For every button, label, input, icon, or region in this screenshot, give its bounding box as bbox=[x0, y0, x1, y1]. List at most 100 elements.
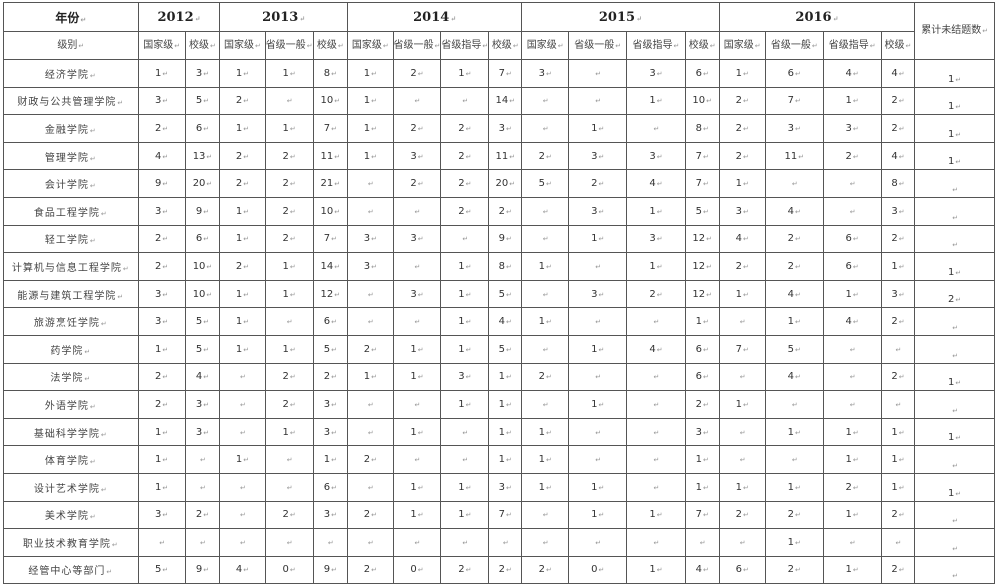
table-row: 职业技术教育学院 1 bbox=[3, 528, 995, 557]
count-cell: 1 bbox=[137, 445, 186, 474]
count-cell bbox=[264, 307, 314, 336]
count-cell: 1 bbox=[718, 472, 766, 502]
count-cell: 1 bbox=[264, 279, 314, 309]
cumulative-cell bbox=[914, 307, 995, 336]
count-cell: 5 bbox=[184, 307, 221, 336]
count-cell bbox=[137, 528, 186, 557]
college-name: 金融学院 bbox=[3, 114, 139, 143]
count-cell: 1 bbox=[822, 555, 882, 584]
count-cell: 1 bbox=[264, 114, 314, 143]
count-cell: 1 bbox=[347, 114, 394, 143]
count-cell: 2 bbox=[880, 555, 916, 584]
count-cell bbox=[521, 224, 570, 254]
count-cell: 2 bbox=[137, 362, 186, 392]
count-cell: 7 bbox=[718, 334, 766, 364]
count-cell: 2 bbox=[312, 362, 349, 392]
count-cell: 2 bbox=[264, 141, 314, 171]
count-cell: 1 bbox=[440, 334, 490, 364]
count-cell: 1 bbox=[219, 114, 266, 143]
count-cell bbox=[219, 500, 266, 530]
count-cell: 2 bbox=[347, 445, 394, 474]
count-cell: 6 bbox=[684, 59, 720, 88]
count-cell: 6 bbox=[684, 334, 720, 364]
count-cell: 2 bbox=[264, 500, 314, 530]
count-cell: 4 bbox=[626, 169, 686, 198]
count-cell: 1 bbox=[264, 334, 314, 364]
count-cell bbox=[392, 445, 442, 474]
count-cell: 2 bbox=[880, 362, 916, 392]
count-cell: 0 bbox=[264, 555, 314, 584]
count-cell: 1 bbox=[822, 86, 882, 116]
count-cell bbox=[264, 86, 314, 116]
count-cell bbox=[347, 169, 394, 198]
count-cell: 14 bbox=[312, 252, 349, 281]
count-cell: 1 bbox=[219, 59, 266, 88]
count-cell bbox=[880, 528, 916, 557]
count-cell bbox=[568, 417, 628, 447]
count-cell: 3 bbox=[347, 224, 394, 254]
count-cell: 1 bbox=[764, 472, 824, 502]
count-cell bbox=[440, 528, 490, 557]
level-header: 国家级 bbox=[718, 31, 766, 60]
count-cell: 5 bbox=[488, 334, 523, 364]
count-cell: 2 bbox=[440, 196, 490, 226]
count-cell: 12 bbox=[684, 252, 720, 281]
count-cell: 1 bbox=[347, 59, 394, 88]
count-cell: 1 bbox=[440, 500, 490, 530]
count-cell: 2 bbox=[440, 555, 490, 584]
count-cell: 1 bbox=[312, 445, 349, 474]
count-cell bbox=[219, 528, 266, 557]
table-row: 设计艺术学院1611311111211 bbox=[3, 472, 995, 502]
year-header-row: 年份 20122013201420152016累计未结题数 bbox=[3, 2, 995, 60]
count-cell: 1 bbox=[347, 141, 394, 171]
count-cell: 1 bbox=[626, 252, 686, 281]
count-cell: 4 bbox=[880, 59, 916, 88]
count-cell: 1 bbox=[822, 279, 882, 309]
count-cell: 3 bbox=[137, 500, 186, 530]
count-cell: 3 bbox=[392, 224, 442, 254]
count-cell: 1 bbox=[440, 472, 490, 502]
count-cell: 1 bbox=[822, 500, 882, 530]
count-cell: 1 bbox=[392, 334, 442, 364]
count-cell: 6 bbox=[822, 224, 882, 254]
level-header: 校级 bbox=[488, 31, 523, 60]
count-cell: 6 bbox=[184, 224, 221, 254]
count-cell bbox=[347, 528, 394, 557]
count-cell bbox=[822, 528, 882, 557]
count-cell: 1 bbox=[521, 445, 570, 474]
level-header: 省级一般 bbox=[764, 31, 824, 60]
table-row: 食品工程学院39121022315343 bbox=[3, 196, 995, 226]
count-cell bbox=[521, 196, 570, 226]
college-name: 美术学院 bbox=[3, 500, 139, 530]
count-cell bbox=[219, 362, 266, 392]
project-statistics-table: 年份 20122013201420152016累计未结题数 级别 国家级校级国家… bbox=[3, 2, 995, 584]
count-cell: 2 bbox=[718, 114, 766, 143]
count-cell bbox=[718, 445, 766, 474]
count-cell: 5 bbox=[137, 555, 186, 584]
count-cell: 1 bbox=[684, 307, 720, 336]
count-cell: 2 bbox=[521, 141, 570, 171]
level-header: 校级 bbox=[312, 31, 349, 60]
level-header: 省级一般 bbox=[392, 31, 442, 60]
count-cell: 1 bbox=[684, 445, 720, 474]
count-cell: 1 bbox=[219, 334, 266, 364]
count-cell: 2 bbox=[764, 555, 824, 584]
count-cell: 3 bbox=[488, 472, 523, 502]
count-cell: 2 bbox=[880, 86, 916, 116]
count-cell bbox=[568, 86, 628, 116]
count-cell: 1 bbox=[219, 196, 266, 226]
cumulative-cell bbox=[914, 390, 995, 419]
count-cell bbox=[880, 334, 916, 364]
table-row: 财政与公共管理学院3521011411027121 bbox=[3, 86, 995, 116]
count-cell: 2 bbox=[137, 390, 186, 419]
cumulative-cell: 1 bbox=[914, 252, 995, 281]
cumulative-cell: 1 bbox=[914, 114, 995, 143]
college-name: 能源与建筑工程学院 bbox=[3, 279, 139, 309]
count-cell: 2 bbox=[718, 86, 766, 116]
count-cell: 4 bbox=[764, 196, 824, 226]
count-cell: 2 bbox=[521, 555, 570, 584]
count-cell bbox=[626, 445, 686, 474]
count-cell: 20 bbox=[488, 169, 523, 198]
count-cell: 1 bbox=[822, 417, 882, 447]
count-cell: 2 bbox=[488, 555, 523, 584]
